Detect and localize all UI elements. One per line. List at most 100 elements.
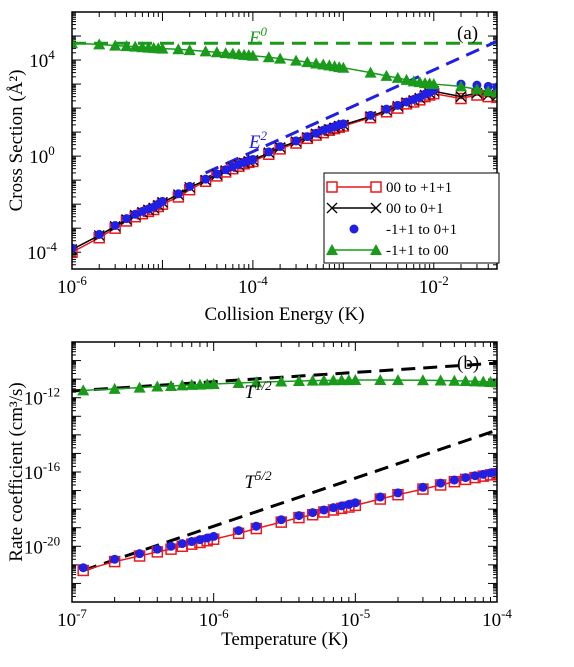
data-point (234, 526, 244, 536)
data-point (306, 374, 319, 386)
data-point (195, 535, 205, 545)
data-point (310, 57, 323, 69)
x-tick-label: 10-6 (57, 273, 87, 298)
y-tick-label: 104 (29, 47, 55, 72)
y-axis-title: Rate coefficient (cm³/s) (6, 382, 27, 561)
x-tick-label: 10-5 (340, 606, 370, 631)
reference-line-label: T5/2 (244, 468, 272, 493)
data-point (133, 381, 146, 393)
data-point (380, 69, 393, 81)
data-point (470, 83, 483, 95)
data-point (350, 498, 360, 508)
legend-marker (326, 244, 338, 255)
data-point (275, 142, 285, 152)
legend-label: 00 to +1+1 (386, 180, 452, 196)
data-point (436, 478, 446, 488)
legend-marker (370, 181, 382, 193)
data-point (461, 473, 471, 483)
data-point (72, 37, 78, 49)
data-point (366, 110, 376, 120)
data-point (264, 147, 274, 157)
data-point (491, 376, 497, 388)
data-point (187, 537, 197, 547)
x-tick-label: 10-6 (199, 606, 229, 631)
data-point (319, 505, 329, 515)
data-point (109, 39, 122, 51)
x-tick-label: 10-4 (482, 606, 512, 631)
data-point (302, 132, 312, 142)
y-tick-label: 10-12 (24, 385, 60, 410)
y-tick-label: 10-20 (24, 533, 60, 558)
data-point (248, 155, 258, 165)
data-point (290, 54, 303, 66)
data-point (393, 488, 403, 498)
panel-b: 10-7 10-6 10-5 10-4 10-12 10-16 10-20 Temperatu… (6, 341, 512, 650)
data-point (478, 469, 488, 479)
data-point (185, 378, 198, 390)
data-point (232, 376, 245, 388)
data-point (470, 471, 480, 481)
data-point (262, 51, 275, 63)
data-point (173, 189, 183, 199)
data-point (455, 80, 468, 92)
data-point (294, 511, 304, 521)
reference-line (204, 39, 497, 175)
reference-line-label: E0 (248, 24, 268, 49)
data-point (338, 119, 348, 129)
x-tick-label: 10-4 (238, 273, 268, 298)
data-point (221, 165, 231, 175)
data-point (455, 92, 467, 105)
data-point (375, 492, 385, 502)
legend-marker (326, 202, 338, 214)
data-point (212, 169, 222, 179)
series (72, 37, 497, 98)
data-point (391, 374, 404, 386)
data-point (177, 539, 187, 549)
plot-area (72, 361, 497, 577)
data-point (108, 382, 121, 394)
data-point (317, 374, 330, 386)
data-point (292, 374, 305, 386)
legend-label: -1+1 to 00 (386, 243, 449, 259)
data-point (121, 214, 131, 224)
data-point (110, 220, 120, 230)
legend-label: -1+1 to 0+1 (386, 222, 457, 238)
data-point (172, 43, 185, 55)
data-point (77, 384, 90, 396)
series (72, 79, 497, 253)
data-point (130, 209, 140, 219)
data-point (207, 377, 220, 389)
reference-line (82, 428, 497, 572)
data-point (246, 49, 259, 61)
reference-line-label: T1/2 (244, 378, 272, 403)
data-point (416, 374, 429, 386)
data-point (434, 374, 447, 386)
data-point (199, 45, 212, 57)
data-point (491, 86, 497, 98)
data-point (183, 44, 196, 56)
data-point (337, 501, 347, 511)
x-axis-title: Temperature (K) (221, 629, 348, 650)
data-point (275, 375, 288, 387)
data-point (311, 128, 321, 138)
reference-line (72, 361, 497, 393)
legend-box (323, 172, 500, 264)
data-point (72, 246, 78, 258)
data-point (482, 85, 495, 97)
data-point (400, 73, 413, 85)
data-point (251, 521, 261, 531)
legend-label: 00 to 0+1 (386, 201, 444, 217)
data-point (418, 482, 428, 492)
data-point (151, 380, 164, 392)
data-point (328, 503, 338, 513)
data-point (308, 508, 318, 518)
data-point (459, 375, 472, 387)
data-point (374, 373, 387, 385)
data-point (93, 38, 106, 50)
data-point (156, 42, 169, 54)
data-point (393, 100, 403, 110)
data-point (276, 515, 286, 525)
data-point (381, 104, 391, 114)
data-point (274, 52, 287, 64)
